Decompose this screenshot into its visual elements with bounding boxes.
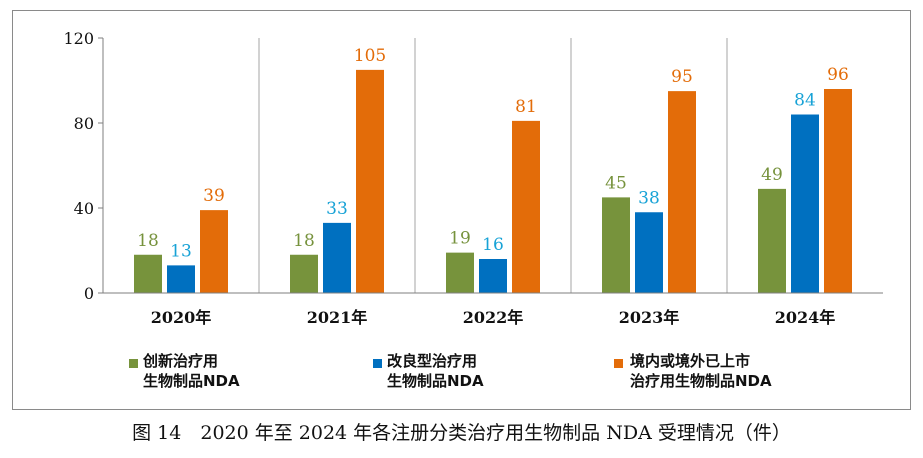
y-tick-label: 120 — [63, 29, 94, 48]
data-label: 38 — [638, 188, 660, 208]
bar — [824, 89, 852, 293]
x-tick-label: 2021年 — [307, 308, 368, 327]
x-tick-label: 2023年 — [619, 308, 680, 327]
legend-label-marketed: 境内或境外已上市 治疗用生物制品NDA — [630, 352, 772, 390]
data-label: 18 — [293, 231, 315, 251]
data-label: 84 — [794, 91, 816, 111]
bar-chart: 0 40 80 120 18 18 19 45 49 13 33 16 38 84 39 105 81 95 96 2… — [63, 29, 883, 327]
bar — [356, 69, 384, 293]
legend-swatch-marketed — [614, 359, 623, 368]
chart-frame: 0 40 80 120 18 18 19 45 49 13 33 16 38 84 39 105 81 95 96 2… — [12, 10, 911, 410]
data-label: 39 — [203, 186, 225, 206]
y-tick-label: 40 — [74, 199, 94, 218]
bar — [758, 188, 786, 293]
bar — [290, 254, 318, 293]
bar — [134, 254, 162, 293]
data-label: 19 — [449, 229, 471, 249]
bar — [323, 222, 351, 293]
bar — [602, 197, 630, 293]
data-label: 49 — [761, 165, 783, 185]
y-tick-label: 0 — [84, 284, 94, 303]
bar — [512, 120, 540, 293]
data-label: 105 — [354, 46, 386, 66]
bar — [446, 252, 474, 293]
data-label: 16 — [482, 235, 504, 255]
data-label: 81 — [515, 97, 537, 117]
legend-label-innovative: 创新治疗用 生物制品NDA — [143, 352, 240, 390]
bar — [200, 210, 228, 293]
bar — [479, 259, 507, 293]
x-tick-label: 2022年 — [463, 308, 524, 327]
legend-swatch-improved — [373, 359, 382, 368]
data-label: 13 — [170, 241, 192, 261]
figure-caption: 图 14 2020 年至 2024 年各注册分类治疗用生物制品 NDA 受理情况… — [132, 422, 791, 444]
data-label: 45 — [605, 173, 627, 193]
data-label: 95 — [671, 67, 693, 87]
data-label: 18 — [137, 231, 159, 251]
bar — [635, 212, 663, 293]
y-tick-label: 80 — [74, 114, 94, 133]
x-tick-label: 2020年 — [151, 308, 212, 327]
data-label: 96 — [827, 65, 849, 85]
bar — [167, 265, 195, 293]
legend-label-improved: 改良型治疗用 生物制品NDA — [387, 352, 484, 390]
legend-swatch-innovative — [129, 359, 138, 368]
data-label: 33 — [326, 199, 348, 219]
bar — [668, 91, 696, 293]
x-tick-label: 2024年 — [775, 308, 836, 327]
bar — [791, 114, 819, 293]
